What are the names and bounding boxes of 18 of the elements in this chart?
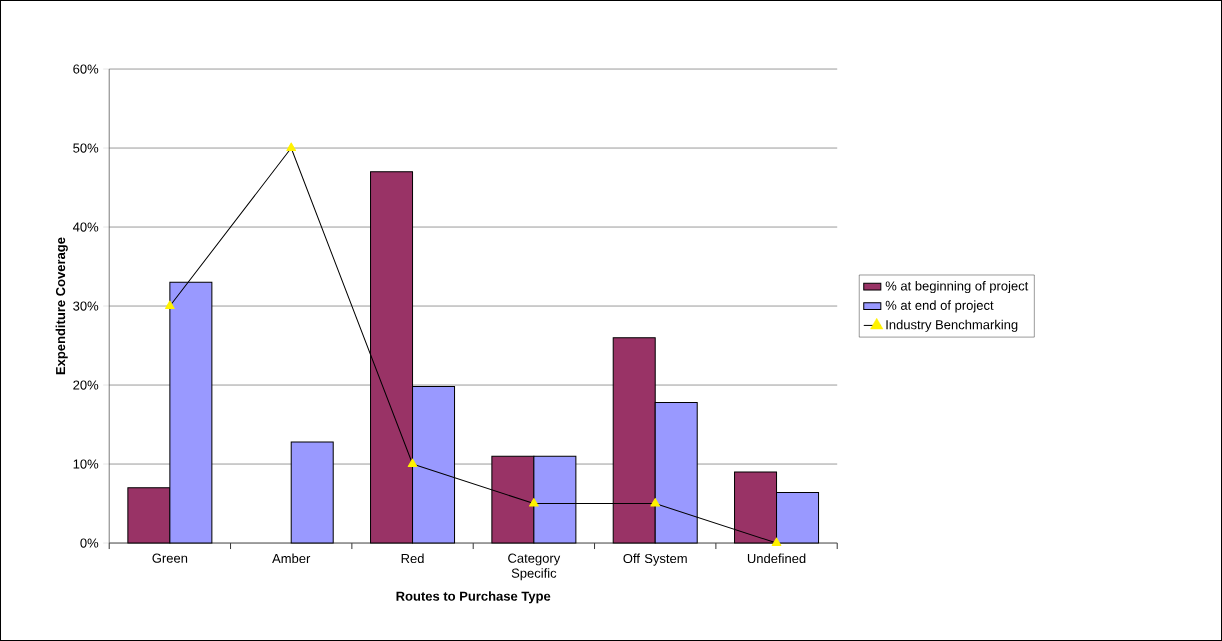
y-tick-label: 20% [73, 380, 99, 390]
x-tick-label: Green [152, 553, 188, 563]
legend-label: Industry Benchmarking [886, 319, 1018, 332]
x-tick-label: Amber [272, 553, 311, 564]
y-tick-label: 40% [72, 222, 99, 232]
x-tick-label: Category Specific [508, 553, 561, 581]
legend-label: % at beginning of project [885, 280, 1029, 294]
x-tick-label: Undefined [747, 553, 806, 564]
y-axis-title: Expenditure Coverage [55, 237, 68, 375]
legend-label: % at end of project [885, 300, 994, 313]
x-axis-title: Routes to Purchase Type [396, 591, 551, 604]
y-tick-label: 10% [73, 459, 99, 469]
y-tick-label: 0% [80, 538, 99, 548]
y-tick-label: 60% [73, 64, 99, 74]
x-tick-label: Off System [623, 553, 687, 566]
x-tick-label: Red [401, 553, 424, 564]
y-tick-label: 50% [73, 143, 99, 153]
y-tick-label: 30% [73, 301, 99, 311]
